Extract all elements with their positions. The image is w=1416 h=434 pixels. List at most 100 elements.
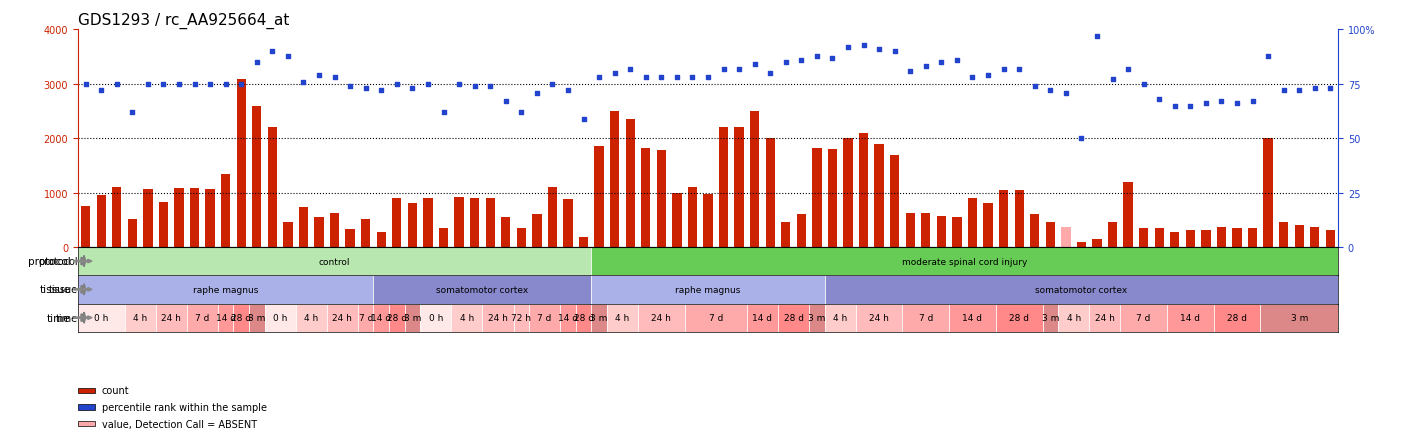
Point <box>1133 81 1155 88</box>
Text: 4 h: 4 h <box>1066 313 1080 322</box>
Text: value, Detection Call = ABSENT: value, Detection Call = ABSENT <box>102 419 258 428</box>
Point <box>1226 101 1249 108</box>
Text: 28 d: 28 d <box>387 313 406 322</box>
Point <box>1195 101 1218 108</box>
Point <box>152 81 174 88</box>
Bar <box>595 147 603 247</box>
Text: tissue: tissue <box>40 285 71 295</box>
Point <box>915 64 937 71</box>
Bar <box>1120 304 1167 332</box>
Point <box>681 75 704 82</box>
Bar <box>592 247 1338 276</box>
Bar <box>1185 230 1195 247</box>
Text: 4 h: 4 h <box>304 313 319 322</box>
Text: 14 d: 14 d <box>215 313 235 322</box>
Point <box>338 83 361 90</box>
Point <box>354 85 377 92</box>
Bar <box>813 148 821 247</box>
Point <box>650 75 673 82</box>
Bar <box>592 304 607 332</box>
Bar <box>190 188 200 247</box>
Bar <box>657 151 666 247</box>
Text: tissue: tissue <box>48 285 78 295</box>
Bar <box>374 304 389 332</box>
Text: 4 h: 4 h <box>460 313 474 322</box>
Point <box>1211 99 1233 105</box>
Text: 3 m: 3 m <box>404 313 421 322</box>
Point <box>120 109 143 116</box>
Text: percentile rank within the sample: percentile rank within the sample <box>102 402 268 412</box>
Bar <box>330 214 340 247</box>
Text: 0 h: 0 h <box>429 313 443 322</box>
Point <box>619 66 641 73</box>
Bar <box>125 304 156 332</box>
Bar <box>922 214 930 247</box>
Text: 4 h: 4 h <box>833 313 847 322</box>
Text: 24 h: 24 h <box>489 313 508 322</box>
Text: 28 d: 28 d <box>231 313 251 322</box>
Point <box>603 70 626 77</box>
Bar <box>750 112 759 247</box>
Text: 3 m: 3 m <box>809 313 826 322</box>
Bar <box>1061 227 1070 247</box>
Bar <box>828 150 837 247</box>
Bar <box>221 174 231 247</box>
Point <box>1304 85 1327 92</box>
Point <box>432 109 455 116</box>
Point <box>245 59 268 66</box>
Bar <box>159 202 169 247</box>
Bar <box>1089 304 1120 332</box>
Bar <box>296 304 327 332</box>
Text: somatomotor cortex: somatomotor cortex <box>1035 285 1127 294</box>
Bar <box>1232 228 1242 247</box>
Bar <box>346 230 355 247</box>
Bar <box>673 193 681 247</box>
Text: moderate spinal cord injury: moderate spinal cord injury <box>902 257 1028 266</box>
Bar <box>891 155 899 247</box>
Bar <box>470 199 479 247</box>
Point <box>510 109 532 116</box>
Point <box>852 42 875 49</box>
Bar <box>564 200 572 247</box>
Text: 7 d: 7 d <box>919 313 933 322</box>
Text: 7 d: 7 d <box>1137 313 1151 322</box>
Bar <box>1263 139 1273 247</box>
Bar <box>486 199 494 247</box>
Text: 14 d: 14 d <box>1181 313 1201 322</box>
Point <box>790 57 813 64</box>
Bar <box>576 304 592 332</box>
Bar <box>1170 232 1180 247</box>
Text: 4 h: 4 h <box>616 313 630 322</box>
Bar <box>1138 228 1148 247</box>
Bar <box>530 304 561 332</box>
Point <box>229 81 252 88</box>
Bar <box>949 304 995 332</box>
Text: 4 h: 4 h <box>133 313 147 322</box>
Bar <box>937 217 946 247</box>
Bar <box>704 195 712 247</box>
Bar <box>421 304 452 332</box>
Bar <box>283 222 293 247</box>
Bar <box>607 304 639 332</box>
Bar <box>174 189 184 247</box>
Bar <box>78 276 374 304</box>
Bar <box>1058 304 1089 332</box>
Text: 28 d: 28 d <box>1010 313 1029 322</box>
Bar <box>777 304 809 332</box>
Bar <box>455 197 463 247</box>
Point <box>74 81 96 88</box>
Point <box>1242 99 1264 105</box>
Bar <box>358 304 374 332</box>
Bar <box>610 112 619 247</box>
Point <box>136 81 159 88</box>
Bar <box>143 190 153 247</box>
Point <box>899 68 922 75</box>
Bar <box>1214 304 1260 332</box>
Bar <box>1029 215 1039 247</box>
Text: GDS1293 / rc_AA925664_at: GDS1293 / rc_AA925664_at <box>78 13 289 29</box>
Text: 0 h: 0 h <box>273 313 287 322</box>
Bar <box>218 304 234 332</box>
Text: control: control <box>319 257 350 266</box>
Bar <box>1154 228 1164 247</box>
Text: 24 h: 24 h <box>869 313 889 322</box>
